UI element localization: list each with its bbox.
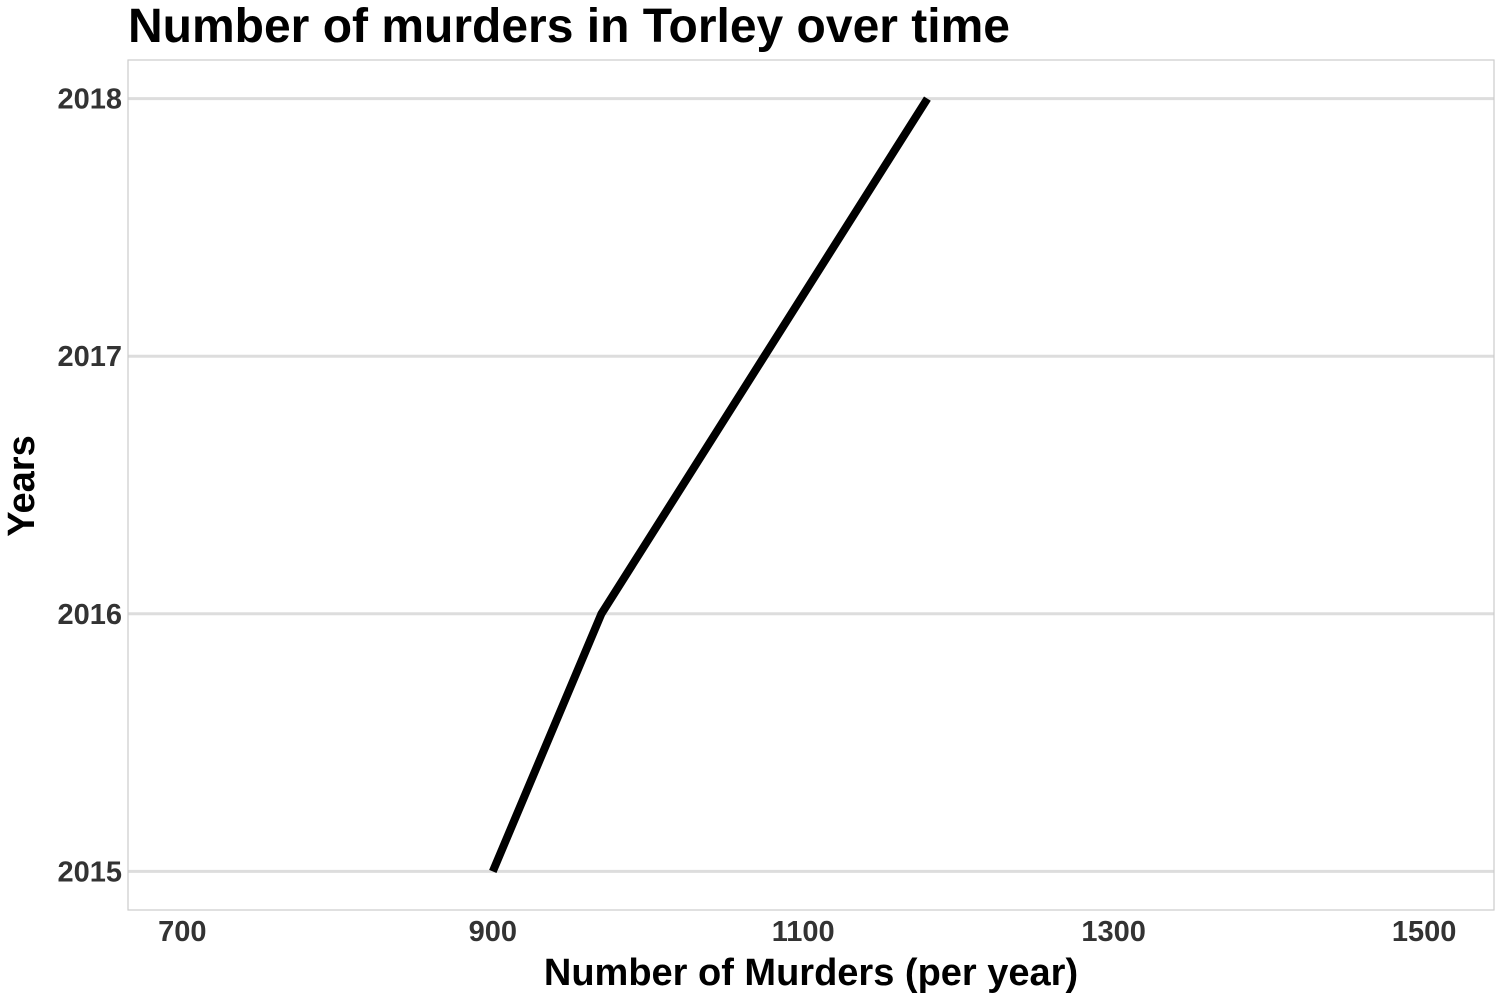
series-line-0 bbox=[489, 96, 931, 873]
y-axis-ticks: 2015 2016 2017 2018 bbox=[57, 84, 122, 889]
x-tick-label-4: 1500 bbox=[1392, 916, 1457, 948]
x-axis-ticks: 700 900 1100 1300 1500 bbox=[158, 916, 1456, 948]
x-tick-label-3: 1300 bbox=[1081, 916, 1146, 948]
y-tick-label-1: 2016 bbox=[57, 599, 122, 631]
series-layer bbox=[489, 96, 931, 873]
plot-panel bbox=[127, 59, 1495, 911]
y-tick-label-2: 2017 bbox=[57, 341, 122, 373]
y-tick-label-3: 2018 bbox=[57, 84, 122, 116]
x-tick-label-0: 700 bbox=[158, 916, 206, 948]
y-tick-label-0: 2015 bbox=[57, 856, 122, 888]
y-axis-title: Years bbox=[1, 435, 43, 536]
x-tick-label-1: 900 bbox=[469, 916, 517, 948]
chart-title: Number of murders in Torley over time bbox=[128, 0, 1010, 53]
x-axis-title: Number of Murders (per year) bbox=[544, 952, 1078, 994]
gridlines bbox=[128, 97, 1494, 873]
x-tick-label-2: 1100 bbox=[772, 916, 835, 948]
